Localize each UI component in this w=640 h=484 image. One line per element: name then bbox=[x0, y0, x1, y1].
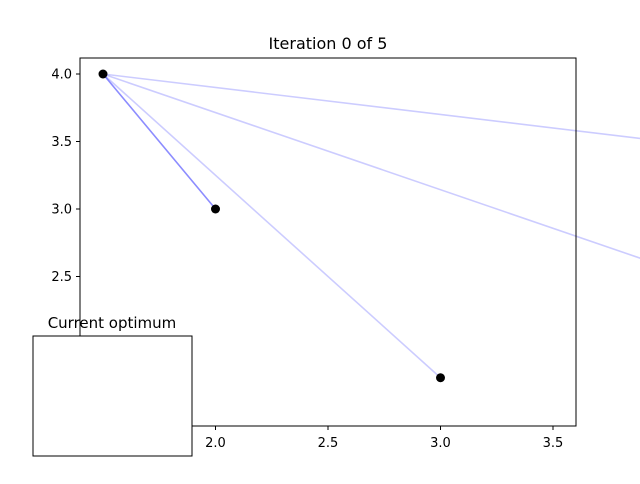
data-point-0 bbox=[99, 70, 108, 79]
y-tick-label-1: 3.0 bbox=[51, 203, 72, 218]
data-point-2 bbox=[211, 205, 220, 214]
x-tick-label-1: 2.5 bbox=[318, 436, 339, 451]
y-tick-label-0: 2.5 bbox=[51, 270, 72, 285]
x-tick-label-0: 2.0 bbox=[205, 436, 226, 451]
data-point-4 bbox=[436, 373, 445, 382]
x-tick-label-2: 3.0 bbox=[430, 436, 451, 451]
inset-frame bbox=[33, 336, 192, 456]
y-tick-label-3: 4.0 bbox=[51, 68, 72, 83]
x-tick-label-3: 3.5 bbox=[543, 436, 564, 451]
chart-title: Iteration 0 of 5 bbox=[269, 34, 388, 53]
y-tick-label-2: 3.5 bbox=[51, 135, 72, 150]
inset-title: Current optimum bbox=[48, 314, 177, 332]
